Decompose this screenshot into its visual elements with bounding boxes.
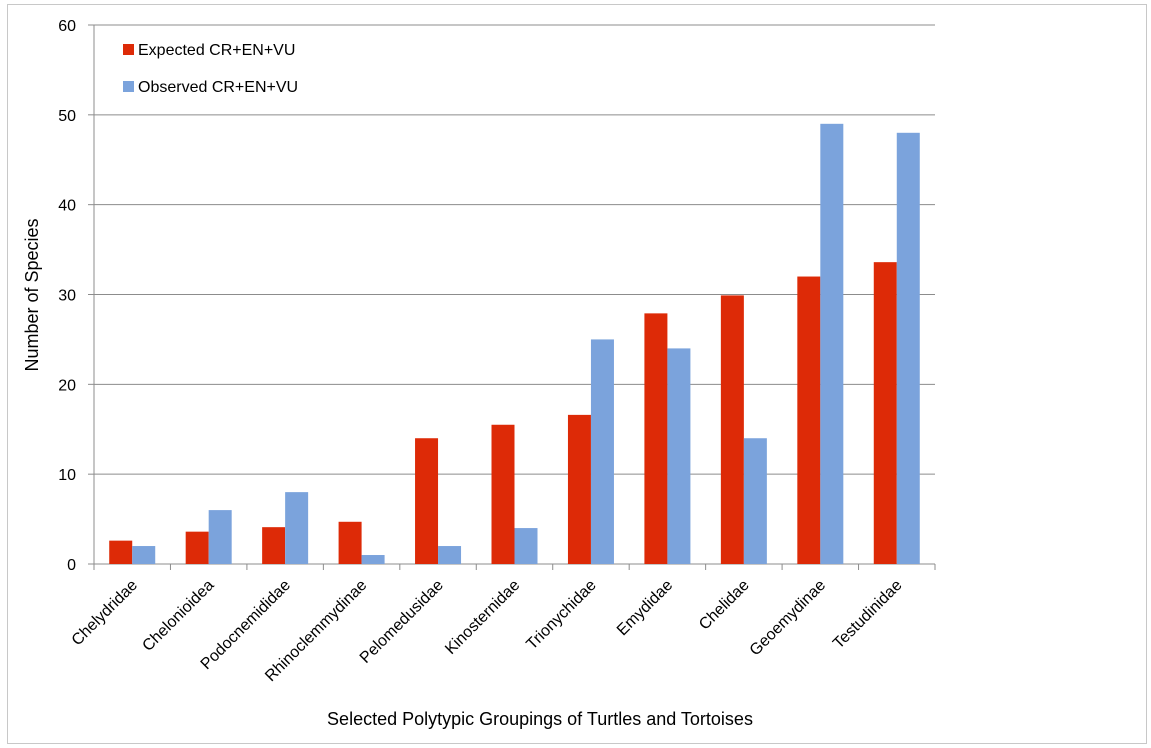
y-tick-label: 10 xyxy=(58,467,76,484)
bar-observed xyxy=(820,123,844,565)
x-tick-label: Pelomedusidae xyxy=(357,577,447,667)
chart-frame xyxy=(7,4,1147,744)
bar-expected xyxy=(644,313,668,564)
bar-expected xyxy=(567,414,591,564)
x-tick-label: Chelidae xyxy=(696,577,753,634)
y-tick-label: 20 xyxy=(58,377,76,394)
bar-expected xyxy=(720,295,744,564)
bar-expected xyxy=(873,262,897,564)
bar-expected xyxy=(491,424,515,564)
legend-swatch-expected xyxy=(123,44,134,55)
x-tick-label: Testudinidae xyxy=(830,577,906,653)
y-tick-label: 0 xyxy=(67,557,76,574)
y-axis-title: Number of Species xyxy=(22,218,42,371)
legend-label-observed: Observed CR+EN+VU xyxy=(138,79,298,96)
bar-observed xyxy=(743,438,767,564)
bar-expected xyxy=(109,540,133,564)
bar-observed xyxy=(667,348,691,564)
bar-observed xyxy=(438,546,462,564)
bar-observed xyxy=(361,555,385,564)
y-tick-label: 40 xyxy=(58,198,76,215)
bar-observed xyxy=(896,132,920,565)
bar-expected xyxy=(338,521,362,564)
x-tick-label: Kinosternidae xyxy=(442,577,523,658)
y-axis-ticks: 0 10 20 30 40 50 60 xyxy=(58,18,76,574)
y-tick-label: 60 xyxy=(58,18,76,35)
bars xyxy=(109,123,920,565)
bar-observed xyxy=(285,492,309,564)
x-tick-label: Trionychidae xyxy=(523,577,599,653)
x-axis-title: Selected Polytypic Groupings of Turtles … xyxy=(327,709,753,729)
bar-observed xyxy=(208,510,232,564)
bar-expected xyxy=(797,276,821,564)
x-tick-label: Chelonioidea xyxy=(139,577,217,655)
y-tick-label: 50 xyxy=(58,108,76,125)
y-tick-label: 30 xyxy=(58,288,76,305)
x-tick-label: Chelydridae xyxy=(69,577,141,649)
legend: Expected CR+EN+VU Observed CR+EN+VU xyxy=(123,42,298,96)
bar-expected xyxy=(262,527,286,564)
bar-expected xyxy=(415,438,439,564)
legend-label-expected: Expected CR+EN+VU xyxy=(138,42,295,59)
bar-observed xyxy=(590,339,614,564)
bar-expected xyxy=(185,531,209,564)
x-axis-ticks: ChelydridaeChelonioideaPodocnemididaeRhi… xyxy=(69,577,906,685)
x-tick-label: Emydidae xyxy=(614,577,676,639)
x-tick-label: Geoemydinae xyxy=(747,577,830,660)
legend-swatch-observed xyxy=(123,81,134,92)
bar-observed xyxy=(132,546,156,564)
bar-observed xyxy=(514,528,538,564)
